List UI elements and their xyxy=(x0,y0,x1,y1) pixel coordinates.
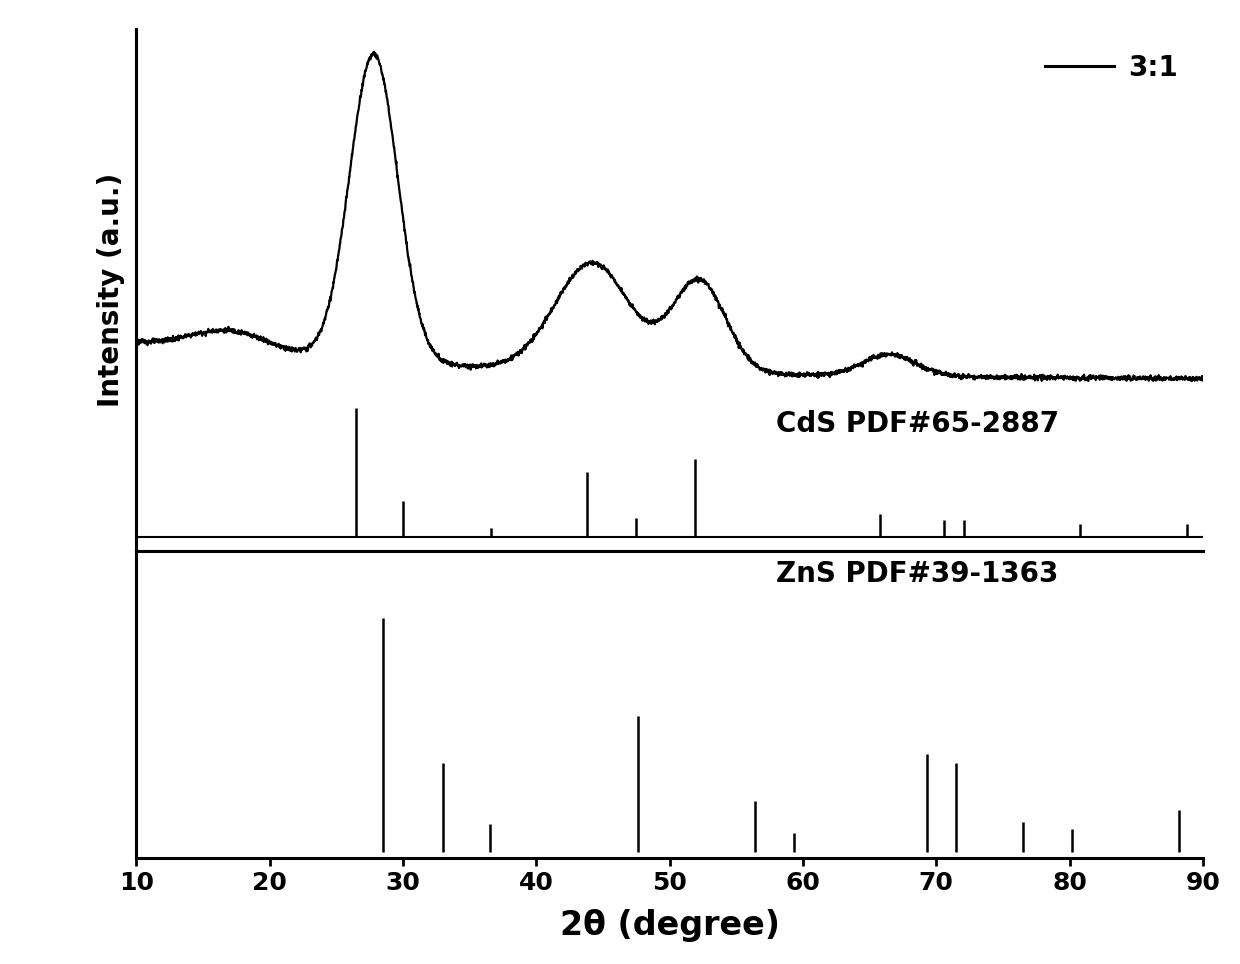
Text: ZnS PDF#39-1363: ZnS PDF#39-1363 xyxy=(776,560,1059,588)
Legend: 3:1: 3:1 xyxy=(1034,42,1189,94)
X-axis label: 2θ (degree): 2θ (degree) xyxy=(559,909,780,942)
Text: CdS PDF#65-2887: CdS PDF#65-2887 xyxy=(776,410,1059,438)
Y-axis label: Intensity (a.u.): Intensity (a.u.) xyxy=(97,173,125,407)
